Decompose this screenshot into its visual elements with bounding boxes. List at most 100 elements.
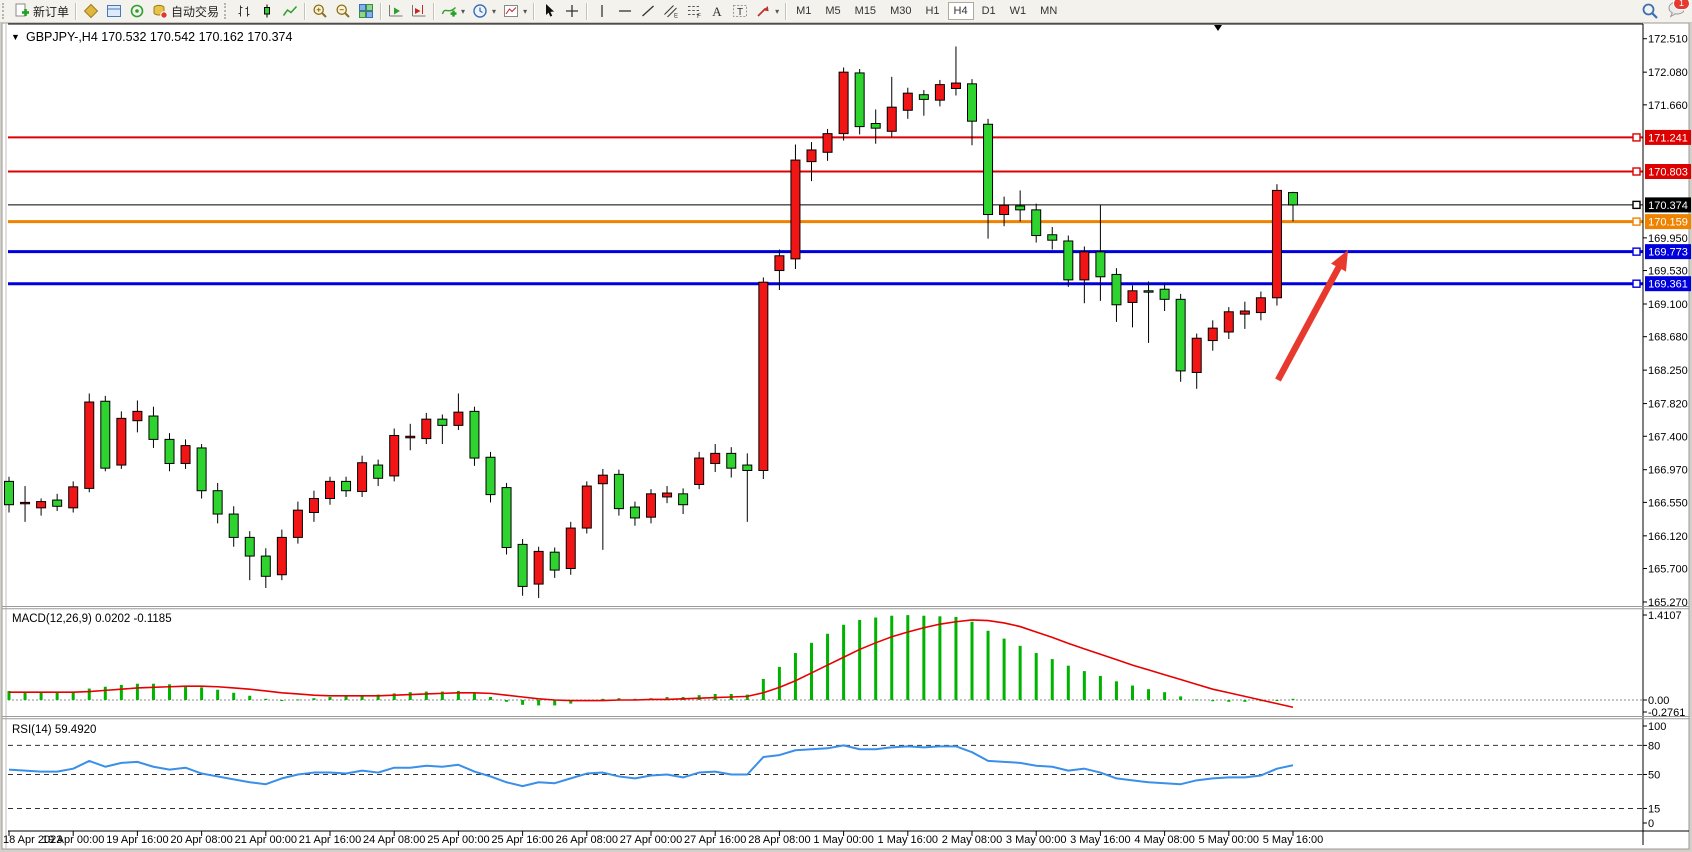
vertical-line-button[interactable] [590,1,613,21]
bar-chart-button[interactable] [232,1,255,21]
timeframe-group: M1 M5 M15 M30 H1 H4 D1 W1 MN [789,2,1064,20]
text-label-button[interactable]: T [728,1,751,21]
svg-text:80: 80 [1648,740,1660,752]
svg-text:24 Apr 08:00: 24 Apr 08:00 [363,834,425,846]
horizontal-line-icon [616,3,633,20]
candlestick-button[interactable] [255,1,278,21]
tile-windows-button[interactable] [354,1,377,21]
arrows-button[interactable]: ▾ [751,1,782,21]
search-button[interactable] [1638,1,1661,21]
zoom-in-button[interactable] [308,1,331,21]
trendline-icon [639,3,656,20]
auto-trading-button[interactable]: 自动交易 [148,1,222,21]
svg-text:15: 15 [1648,803,1660,815]
timeframe-H1[interactable]: H1 [919,2,945,20]
timeframe-M30[interactable]: M30 [884,2,917,20]
svg-text:167.400: 167.400 [1648,431,1688,443]
svg-text:169.950: 169.950 [1648,233,1688,245]
svg-text:166.550: 166.550 [1648,497,1688,509]
text-button[interactable]: A [705,1,728,21]
price-axis[interactable]: 172.510 172.080 171.660 169.950 169.530 169.1… [1632,34,1691,609]
svg-text:172.510: 172.510 [1648,34,1688,46]
cursor-icon [540,3,557,20]
svg-text:1 May 00:00: 1 May 00:00 [813,834,874,846]
fibonacci-button[interactable]: F [682,1,705,21]
navigator-button[interactable] [125,1,148,21]
svg-text:20 Apr 08:00: 20 Apr 08:00 [170,834,232,846]
svg-text:27 Apr 16:00: 27 Apr 16:00 [684,834,746,846]
timeframe-M15[interactable]: M15 [849,2,882,20]
divider [533,2,535,20]
svg-text:166.120: 166.120 [1648,531,1688,543]
svg-text:T: T [737,7,743,18]
svg-text:50: 50 [1648,770,1660,782]
svg-text:168.680: 168.680 [1648,332,1688,344]
divider [75,2,77,20]
zoom-out-button[interactable] [331,1,354,21]
channel-button[interactable]: E [659,1,682,21]
trendline-button[interactable] [636,1,659,21]
data-window-button[interactable] [102,1,125,21]
svg-text:165.270: 165.270 [1648,597,1688,609]
templates-button[interactable]: ▾ [499,1,530,21]
cursor-button[interactable] [537,1,560,21]
timeframe-D1[interactable]: D1 [976,2,1002,20]
timeframe-W1[interactable]: W1 [1004,2,1033,20]
svg-text:168.250: 168.250 [1648,365,1688,377]
horizontal-line-button[interactable] [613,1,636,21]
svg-text:19 Apr 16:00: 19 Apr 16:00 [106,834,168,846]
timeframe-H4[interactable]: H4 [947,2,974,20]
arrow-shapes-icon [754,3,771,20]
search-icon [1641,3,1658,20]
timeframe-MN[interactable]: MN [1034,2,1063,20]
svg-text:166.970: 166.970 [1648,465,1688,477]
svg-text:RSI(14) 59.4920: RSI(14) 59.4920 [12,724,96,736]
svg-text:170.159: 170.159 [1648,217,1688,229]
toolbar-right: 1 [1638,0,1692,22]
svg-text:-0.2761: -0.2761 [1648,707,1685,719]
divider [586,2,588,20]
auto-trading-label: 自动交易 [171,4,220,19]
annotation-arrow[interactable] [1275,250,1348,382]
indicators-icon [440,3,457,20]
text-label-icon: T [731,3,748,20]
indicators-button[interactable]: ▾ [437,1,468,21]
main-chart-pane[interactable] [4,46,1644,599]
svg-text:170.374: 170.374 [1648,200,1688,212]
timeframe-M1[interactable]: M1 [790,2,817,20]
clock-icon [471,3,488,20]
crosshair-button[interactable] [560,1,583,21]
chevron-down-icon: ▾ [492,6,497,16]
svg-text:E: E [674,14,678,20]
zoom-in-icon [311,3,328,20]
chevron-down-icon: ▾ [523,6,528,16]
svg-text:GBPJPY-,H4 170.532 170.542 17: GBPJPY-,H4 170.532 170.542 170.162 170.3… [26,30,292,44]
auto-scroll-button[interactable] [384,1,407,21]
market-watch-button[interactable] [79,1,102,21]
svg-text:A: A [712,4,722,19]
auto-scroll-icon [387,3,404,20]
chart-shift-button[interactable] [407,1,430,21]
candlestick-icon [258,3,275,20]
toolbar-grip[interactable] [224,3,229,19]
svg-text:2 May 08:00: 2 May 08:00 [942,834,1003,846]
channel-icon: E [662,3,679,20]
svg-text:25 Apr 00:00: 25 Apr 00:00 [427,834,489,846]
svg-text:4 May 08:00: 4 May 08:00 [1134,834,1195,846]
toolbar-grip[interactable] [2,3,7,19]
svg-text:1.4107: 1.4107 [1648,610,1682,622]
timeframe-M5[interactable]: M5 [819,2,846,20]
new-order-button[interactable]: 新订单 [10,1,72,21]
chat-button[interactable]: 1 [1667,0,1690,22]
divider [304,2,306,20]
line-chart-button[interactable] [278,1,301,21]
tile-windows-icon [357,3,374,20]
macd-pane[interactable]: MACD(12,26,9) 0.0202 -0.1185 1.4107 0.00-0… [7,610,1686,719]
shift-marker-icon [1214,25,1222,31]
periods-button[interactable]: ▾ [468,1,499,21]
rsi-pane[interactable]: RSI(14) 59.4920 100 80 50 15 0 [8,721,1666,830]
zoom-out-icon [334,3,351,20]
